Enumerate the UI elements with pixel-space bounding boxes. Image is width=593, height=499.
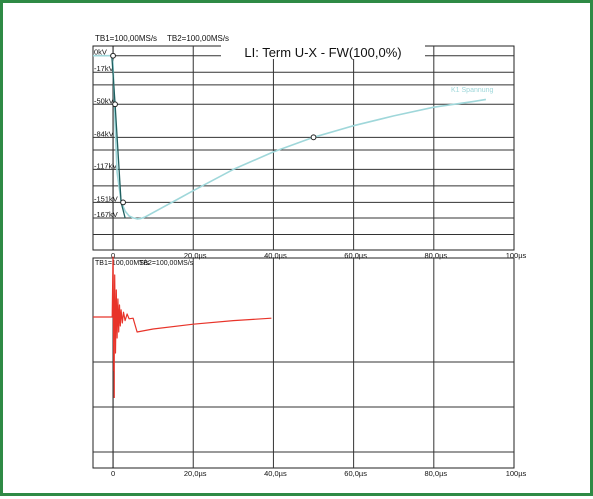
chart1-header-tb2: TB2=100,00MS/s xyxy=(167,34,229,43)
x-tick-label-1: 40,0µs xyxy=(264,251,287,260)
x-tick-label-1: 80,0µs xyxy=(424,251,447,260)
x-tick-label-2: 20,0µs xyxy=(184,469,207,478)
chart1-title-bg xyxy=(221,45,425,59)
marker-point-1 xyxy=(112,101,118,108)
y-tick-label-1: -167kV xyxy=(94,210,118,219)
marker-point-1 xyxy=(110,52,116,59)
x-tick-label-2: 0 xyxy=(111,469,115,478)
x-tick-label-2: 100µs xyxy=(506,469,527,478)
chart2-header-tb1: TB1=100,00MS/s xyxy=(95,260,150,267)
series-line-1-1 xyxy=(111,55,126,219)
series-line-2 xyxy=(93,256,272,372)
y-tick-label-1: -17kV xyxy=(94,64,114,73)
marker-point-1 xyxy=(120,199,126,206)
marker-point-1 xyxy=(310,134,317,141)
chart2-header-tb2: TB2=100,00MS/s xyxy=(139,260,194,267)
x-tick-label-2: 80,0µs xyxy=(424,469,447,478)
plot-area-1 xyxy=(92,45,515,251)
y-tick-label-1: -117kV xyxy=(94,161,117,170)
series-annotation-1: K1 Spannung xyxy=(451,87,494,94)
plot-area-2 xyxy=(92,257,515,469)
chart1-header-tb1: TB1=100,00MS/s xyxy=(95,34,157,43)
x-tick-label-1: 20,0µs xyxy=(184,251,207,260)
y-tick-label-1: -151kV xyxy=(94,194,118,203)
y-tick-label-1: -50kV xyxy=(94,96,114,105)
x-tick-label-2: 40,0µs xyxy=(264,469,287,478)
chart1-title: LI: Term U-X - FW(100,0%) xyxy=(244,45,401,60)
x-tick-label-1: 0 xyxy=(111,251,115,260)
y-tick-label-1: -84kV xyxy=(94,129,114,138)
x-tick-label-1: 100µs xyxy=(506,251,527,260)
x-tick-label-1: 60,0µs xyxy=(344,251,367,260)
figure-svg: TB1=100,00MS/s TB2=100,00MS/sLI: Term U-X… xyxy=(92,34,527,478)
series-line-1-0 xyxy=(93,54,487,220)
x-tick-label-2: 60,0µs xyxy=(344,469,367,478)
y-tick-label-1: 0kV xyxy=(94,48,107,57)
